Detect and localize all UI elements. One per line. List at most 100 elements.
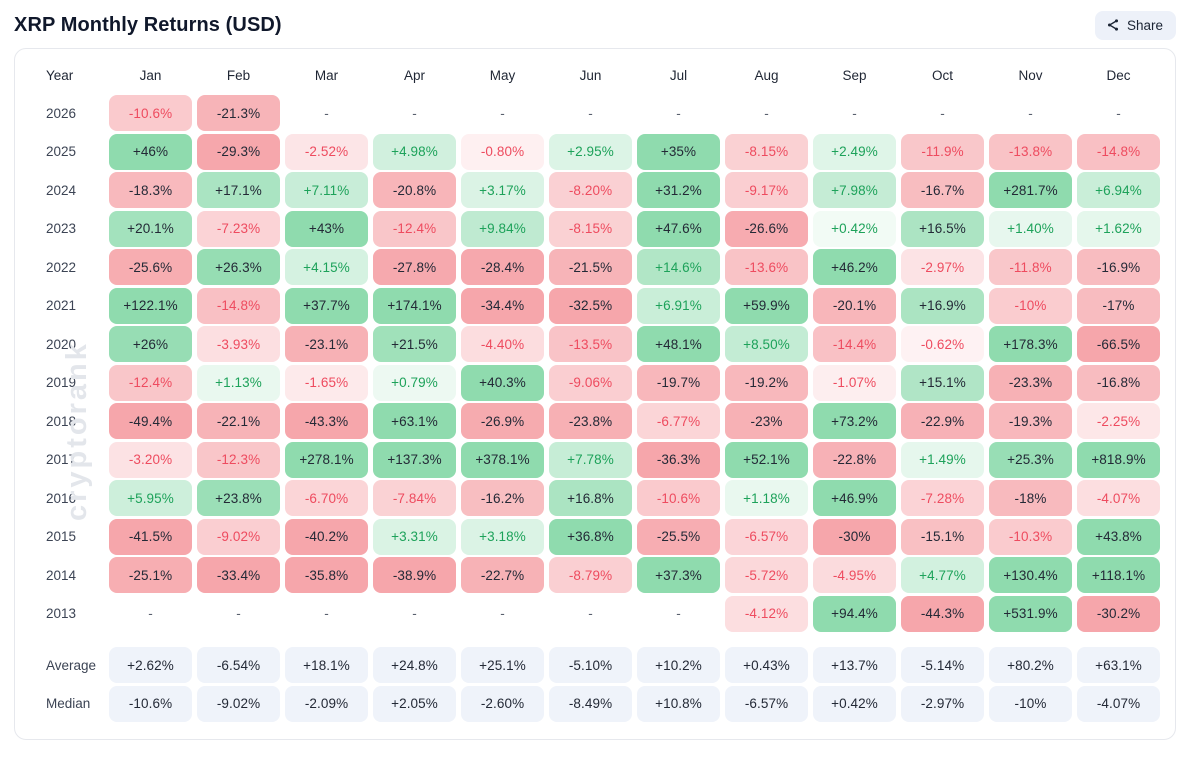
return-cell: -49.4% xyxy=(109,403,192,439)
summary-cell: -2.97% xyxy=(901,685,984,722)
empty-cell: - xyxy=(324,105,329,121)
return-cell: -12.4% xyxy=(373,210,456,247)
return-cell: +14.6% xyxy=(637,249,720,285)
return-cell: +3.17% xyxy=(461,172,544,208)
return-cell: -10.3% xyxy=(989,518,1072,555)
return-cell: +46.9% xyxy=(813,480,896,516)
return-cell: -20.1% xyxy=(813,287,896,324)
return-cell: -36.3% xyxy=(637,441,720,478)
month-column-header: Dec xyxy=(1106,67,1131,83)
return-cell: +48.1% xyxy=(637,326,720,362)
return-cell: -27.8% xyxy=(373,249,456,285)
return-cell: -8.20% xyxy=(549,172,632,208)
return-cell: +37.7% xyxy=(285,287,368,324)
return-cell: +5.95% xyxy=(109,480,192,516)
return-cell: -6.70% xyxy=(285,480,368,516)
return-cell: -1.07% xyxy=(813,364,896,401)
return-cell: -20.8% xyxy=(373,172,456,208)
return-cell: +7.11% xyxy=(285,172,368,208)
page-title: XRP Monthly Returns (USD) xyxy=(14,13,282,36)
empty-cell: - xyxy=(1116,105,1121,121)
empty-cell: - xyxy=(852,105,857,121)
summary-label: Median xyxy=(46,696,91,711)
return-cell: +174.1% xyxy=(373,287,456,324)
return-cell: -22.8% xyxy=(813,441,896,478)
table-row: 2018 -49.4% -22.1% -43.3% +63.1% -26.9% -23.8%… xyxy=(30,403,1160,439)
summary-cell: -6.57% xyxy=(725,685,808,722)
return-cell: -25.1% xyxy=(109,557,192,593)
return-cell: -7.28% xyxy=(901,480,984,516)
table-row: 2023 +20.1% -7.23% +43% -12.4% +9.84% -8.15% +4… xyxy=(30,210,1160,247)
return-cell: -1.65% xyxy=(285,364,368,401)
return-cell: -40.2% xyxy=(285,518,368,555)
year-label: 2021 xyxy=(46,298,77,313)
return-cell: +2.49% xyxy=(813,133,896,170)
return-cell: +2.95% xyxy=(549,133,632,170)
month-column-header: Aug xyxy=(754,67,779,83)
year-label: 2025 xyxy=(46,144,77,159)
return-cell: -41.5% xyxy=(109,518,192,555)
table-header-row: Year Jan Feb Mar Apr May Jun Jul Aug Sep Oct Nov Dec xyxy=(30,59,1160,91)
year-label: 2019 xyxy=(46,375,77,390)
month-column-header: Feb xyxy=(226,67,251,83)
table-row: 2021 +122.1% -14.8% +37.7% +174.1% -34.4% -32.… xyxy=(30,287,1160,324)
return-cell: -32.5% xyxy=(549,287,632,324)
return-cell: -8.79% xyxy=(549,557,632,593)
return-cell: -22.7% xyxy=(461,557,544,593)
return-cell: +52.1% xyxy=(725,441,808,478)
returns-card: cryptorank Year Jan Feb Mar Apr May Jun Jul Aug S… xyxy=(14,48,1176,740)
year-label: 2024 xyxy=(46,182,77,198)
return-cell: -16.9% xyxy=(1077,249,1160,285)
summary-cell: -2.09% xyxy=(285,685,368,722)
return-cell: +94.4% xyxy=(813,595,896,632)
return-cell: -13.6% xyxy=(725,249,808,285)
year-label: 2020 xyxy=(46,336,77,352)
return-cell: -10% xyxy=(989,287,1072,324)
return-cell: -29.3% xyxy=(197,133,280,170)
return-cell: -23.1% xyxy=(285,326,368,362)
return-cell: -0.62% xyxy=(901,326,984,362)
return-cell: -4.12% xyxy=(725,595,808,632)
summary-cell: +2.05% xyxy=(373,685,456,722)
return-cell: -6.77% xyxy=(637,403,720,439)
return-cell: -38.9% xyxy=(373,557,456,593)
month-column-header: Jan xyxy=(139,67,162,83)
return-cell: -16.2% xyxy=(461,480,544,516)
summary-cell: +2.62% xyxy=(109,647,192,683)
return-cell: +47.6% xyxy=(637,210,720,247)
month-column-header: Apr xyxy=(403,67,425,83)
summary-cell: -8.49% xyxy=(549,685,632,722)
return-cell: +137.3% xyxy=(373,441,456,478)
return-cell: -26.6% xyxy=(725,210,808,247)
summary-cell: +24.8% xyxy=(373,647,456,683)
return-cell: -35.8% xyxy=(285,557,368,593)
return-cell: -30.2% xyxy=(1077,595,1160,632)
return-cell: -10.6% xyxy=(109,95,192,131)
return-cell: +16.9% xyxy=(901,287,984,324)
return-cell: -3.20% xyxy=(109,441,192,478)
summary-cell: +18.1% xyxy=(285,647,368,683)
empty-cell: - xyxy=(412,105,417,121)
share-button[interactable]: Share xyxy=(1094,10,1176,40)
return-cell: +16.8% xyxy=(549,480,632,516)
table-row: 2016 +5.95% +23.8% -6.70% -7.84% -16.2% +16.8%… xyxy=(30,480,1160,516)
empty-cell: - xyxy=(940,105,945,121)
return-cell: -16.8% xyxy=(1077,364,1160,401)
empty-cell: - xyxy=(1028,105,1033,121)
return-cell: +0.79% xyxy=(373,364,456,401)
summary-spacer xyxy=(30,634,1160,647)
return-cell: +3.31% xyxy=(373,518,456,555)
return-cell: +3.18% xyxy=(461,518,544,555)
return-cell: +9.84% xyxy=(461,210,544,247)
return-cell: +63.1% xyxy=(373,403,456,439)
return-cell: +21.5% xyxy=(373,326,456,362)
month-column-header: Sep xyxy=(842,67,867,83)
return-cell: -34.4% xyxy=(461,287,544,324)
return-cell: +6.94% xyxy=(1077,172,1160,208)
return-cell: -4.95% xyxy=(813,557,896,593)
year-label: 2023 xyxy=(46,221,77,236)
table-row: 2022 -25.6% +26.3% +4.15% -27.8% -28.4% -21.5%… xyxy=(30,249,1160,285)
table-row: 2017 -3.20% -12.3% +278.1% +137.3% +378.1% +7.… xyxy=(30,441,1160,478)
summary-cell: -6.54% xyxy=(197,647,280,683)
return-cell: -23.8% xyxy=(549,403,632,439)
